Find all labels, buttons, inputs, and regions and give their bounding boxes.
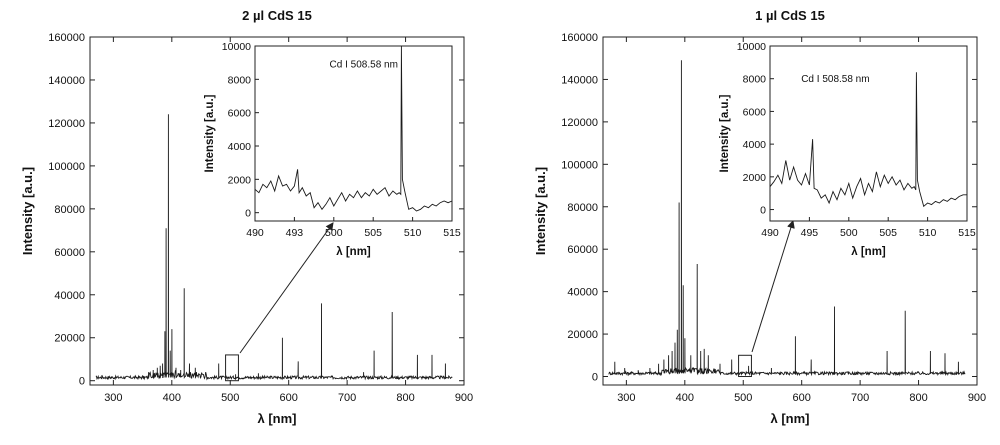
inset-y-axis-title-right: Intensity [a.u.] xyxy=(719,94,731,172)
inset-x-axis-title-left: λ [nm] xyxy=(336,246,371,258)
y-tick-label-left: 0 xyxy=(79,376,85,388)
y-tick-label-left: 100000 xyxy=(48,161,85,173)
x-tick-label-left: 400 xyxy=(163,392,181,404)
inset-x-tick-label-left: 505 xyxy=(364,227,382,239)
inset-y-tick-label-left: 4000 xyxy=(228,141,252,153)
inset-y-tick-label-left: 10000 xyxy=(222,41,251,53)
x-axis-title-left: λ [nm] xyxy=(258,411,297,426)
inset-spectrum-line-left xyxy=(254,45,453,212)
chart-title-right: 1 µl CdS 15 xyxy=(755,8,825,23)
x-tick-label-right: 500 xyxy=(734,392,752,404)
x-tick-label-left: 700 xyxy=(338,392,356,404)
inset-x-tick-label-right: 515 xyxy=(958,227,976,239)
inset-x-tick-label-left: 510 xyxy=(404,227,422,239)
x-tick-label-right: 900 xyxy=(968,392,986,404)
y-tick-label-right: 140000 xyxy=(561,74,598,86)
inset-x-tick-label-right: 495 xyxy=(801,227,819,239)
y-tick-label-left: 160000 xyxy=(48,32,85,44)
y-tick-label-right: 100000 xyxy=(561,159,598,171)
inset-y-tick-label-right: 10000 xyxy=(737,41,766,53)
zoom-arrow-left xyxy=(239,222,334,354)
inset-x-tick-label-right: 510 xyxy=(919,227,937,239)
inset-y-tick-label-right: 0 xyxy=(760,205,766,217)
y-tick-label-left: 60000 xyxy=(54,247,85,259)
inset-frame-right xyxy=(769,45,968,222)
zoom-box-right xyxy=(738,354,752,378)
x-tick-label-left: 600 xyxy=(280,392,298,404)
y-tick-label-right: 0 xyxy=(592,372,598,384)
zoom-box-left xyxy=(225,354,239,382)
x-tick-label-right: 600 xyxy=(793,392,811,404)
plot-frame-right xyxy=(602,36,978,386)
y-axis-title-left: Intensity [a.u.] xyxy=(20,167,35,255)
y-tick-label-right: 120000 xyxy=(561,117,598,129)
x-tick-label-right: 800 xyxy=(909,392,927,404)
inset-x-tick-label-left: 493 xyxy=(286,227,304,239)
inset-spectrum-line-right xyxy=(769,72,967,208)
x-tick-label-left: 900 xyxy=(455,392,473,404)
plot-frame-left xyxy=(89,36,465,386)
inset-y-tick-label-left: 6000 xyxy=(228,108,252,120)
chart-title-left: 2 µl CdS 15 xyxy=(242,8,312,23)
x-tick-label-right: 400 xyxy=(676,392,694,404)
y-tick-label-right: 160000 xyxy=(561,32,598,44)
y-tick-label-right: 20000 xyxy=(567,329,598,341)
zoom-arrow-right xyxy=(751,220,795,353)
inset-x-tick-label-left: 500 xyxy=(325,227,343,239)
x-tick-label-left: 500 xyxy=(221,392,239,404)
inset-y-tick-label-left: 2000 xyxy=(228,174,252,186)
inset-y-tick-label-right: 6000 xyxy=(743,106,767,118)
x-tick-label-right: 700 xyxy=(851,392,869,404)
inset-annotation-left: Cd I 508.58 nm xyxy=(330,60,398,71)
x-axis-title-right: λ [nm] xyxy=(771,411,810,426)
inset-y-tick-label-left: 0 xyxy=(245,208,251,220)
y-tick-label-right: 60000 xyxy=(567,244,598,256)
inset-y-tick-label-right: 8000 xyxy=(743,74,767,86)
y-tick-label-right: 80000 xyxy=(567,202,598,214)
inset-x-tick-label-left: 515 xyxy=(443,227,461,239)
inset-y-tick-label-left: 8000 xyxy=(228,74,252,86)
x-tick-label-right: 300 xyxy=(617,392,635,404)
y-tick-label-left: 80000 xyxy=(54,204,85,216)
inset-y-tick-label-right: 2000 xyxy=(743,172,767,184)
inset-x-tick-label-right: 505 xyxy=(879,227,897,239)
y-axis-title-right: Intensity [a.u.] xyxy=(533,167,548,255)
inset-x-tick-label-left: 490 xyxy=(246,227,264,239)
inset-x-axis-title-right: λ [nm] xyxy=(851,246,886,258)
inset-annotation-right: Cd I 508.58 nm xyxy=(801,74,869,85)
inset-y-axis-title-left: Intensity [a.u.] xyxy=(204,94,216,172)
y-tick-label-left: 140000 xyxy=(48,75,85,87)
x-tick-label-left: 800 xyxy=(396,392,414,404)
spectrum-line-right xyxy=(608,60,966,377)
y-tick-label-left: 120000 xyxy=(48,118,85,130)
x-tick-label-left: 300 xyxy=(104,392,122,404)
inset-x-tick-label-right: 490 xyxy=(761,227,779,239)
inset-frame-left xyxy=(254,45,453,222)
y-tick-label-left: 20000 xyxy=(54,333,85,345)
y-tick-label-right: 40000 xyxy=(567,287,598,299)
y-tick-label-left: 40000 xyxy=(54,290,85,302)
inset-x-tick-label-right: 500 xyxy=(840,227,858,239)
spectrum-line-left xyxy=(95,114,453,381)
inset-y-tick-label-right: 4000 xyxy=(743,139,767,151)
